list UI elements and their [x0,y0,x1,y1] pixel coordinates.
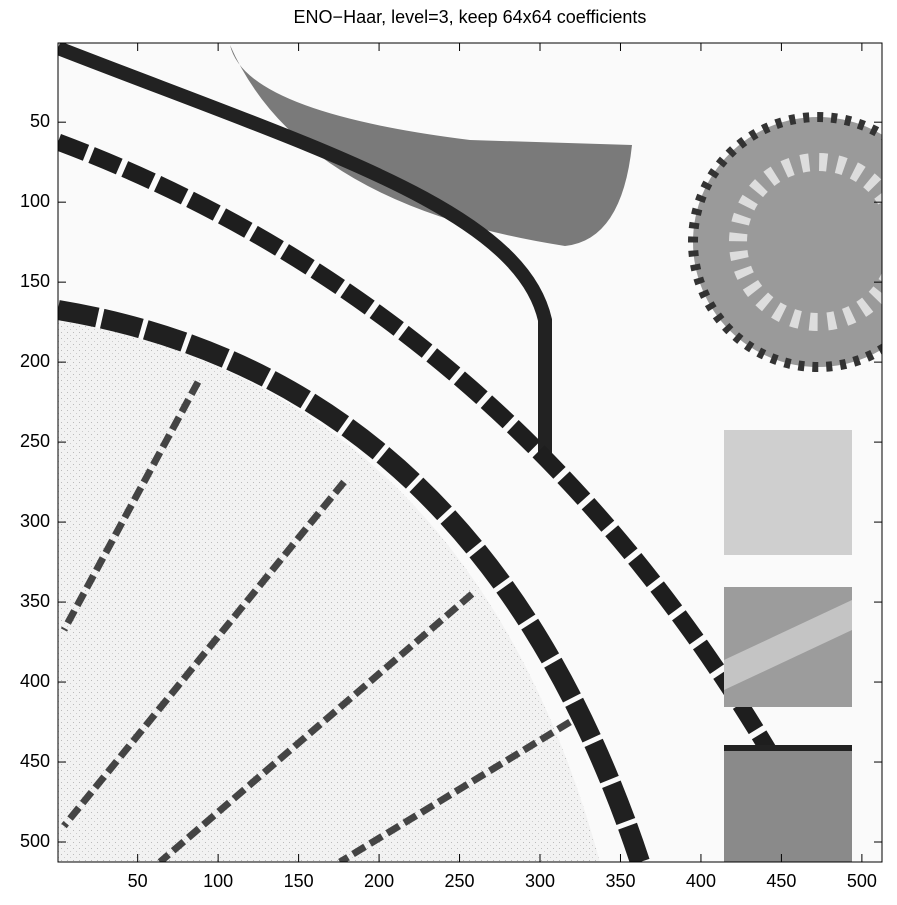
chart-title: ENO−Haar, level=3, keep 64x64 coefficien… [294,7,647,27]
spokes [60,380,572,862]
top-arc [58,43,552,455]
crescent [230,45,632,246]
plot-frame [57,42,883,863]
x-tick-label: 200 [364,871,394,891]
x-tick-label: 250 [445,871,475,891]
y-tick-label: 100 [20,191,50,211]
x-tick-label: 400 [686,871,716,891]
textured-disc [688,112,882,372]
square-stripe [724,600,852,690]
x-tick-label: 500 [847,871,877,891]
y-tick-label: 300 [20,511,50,531]
y-tick-label: 50 [30,111,50,131]
y-tick-label: 350 [20,591,50,611]
y-tick-label: 150 [20,271,50,291]
outer-arc [58,300,650,862]
y-tick-label: 500 [20,831,50,851]
x-tick-label: 50 [128,871,148,891]
y-tick-label: 400 [20,671,50,691]
x-tick-label: 100 [203,871,233,891]
middle-arc [58,134,838,862]
y-tick-label: 450 [20,751,50,771]
image [58,43,882,862]
square-light [724,430,852,555]
x-tick-label: 450 [766,871,796,891]
square-dark [724,745,852,862]
x-tick-label: 150 [284,871,314,891]
y-tick-label: 200 [20,351,50,371]
square-edge [724,745,852,751]
y-tick-label: 250 [20,431,50,451]
x-tick-label: 300 [525,871,555,891]
x-tick-label: 350 [605,871,635,891]
